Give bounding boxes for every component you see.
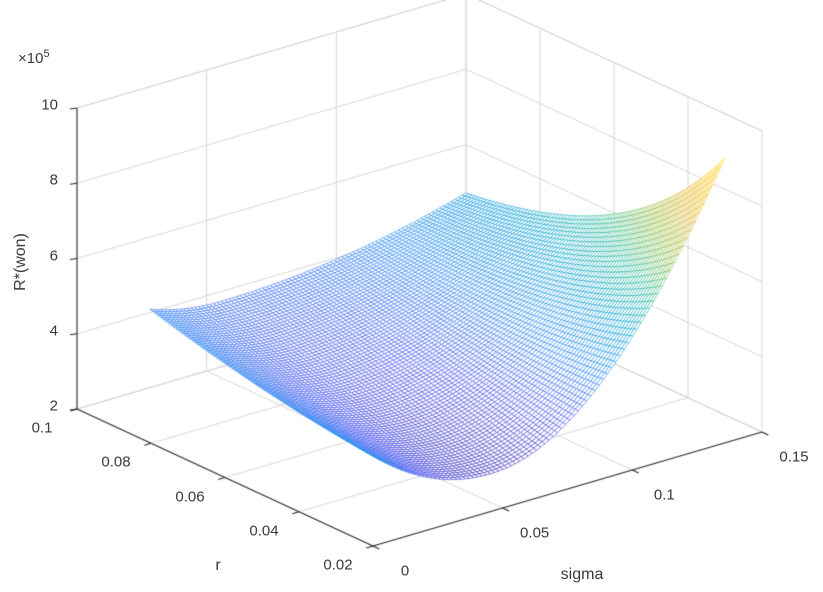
x-tick-label-0.15: 0.15	[779, 448, 809, 466]
y-tick-label-0.04: 0.04	[249, 522, 279, 540]
z-tick-label-10: 10	[41, 96, 58, 114]
z-tick-label-4: 4	[49, 322, 58, 340]
z-exponent-power: 5	[43, 48, 50, 60]
z-tick-label-8: 8	[49, 171, 58, 189]
y-axis-label: r	[215, 557, 221, 574]
z-axis-label: R*(won)	[12, 233, 29, 291]
x-tick-label-0.05: 0.05	[520, 524, 550, 542]
z-tick-label-2: 2	[49, 397, 58, 415]
y-tick-label-0.1: 0.1	[31, 419, 53, 437]
x-axis-label: sigma	[560, 566, 604, 583]
x-tick-label-0.1: 0.1	[653, 486, 675, 504]
z-axis-exponent: ×105	[18, 48, 50, 67]
z-tick-label-6: 6	[49, 247, 58, 264]
y-tick-label-0.06: 0.06	[175, 488, 205, 505]
z-exponent-prefix: ×10	[18, 50, 44, 67]
x-tick-label-0: 0	[400, 562, 410, 580]
y-tick-label-0.02: 0.02	[323, 556, 353, 574]
y-tick-label-0.08: 0.08	[101, 453, 131, 471]
